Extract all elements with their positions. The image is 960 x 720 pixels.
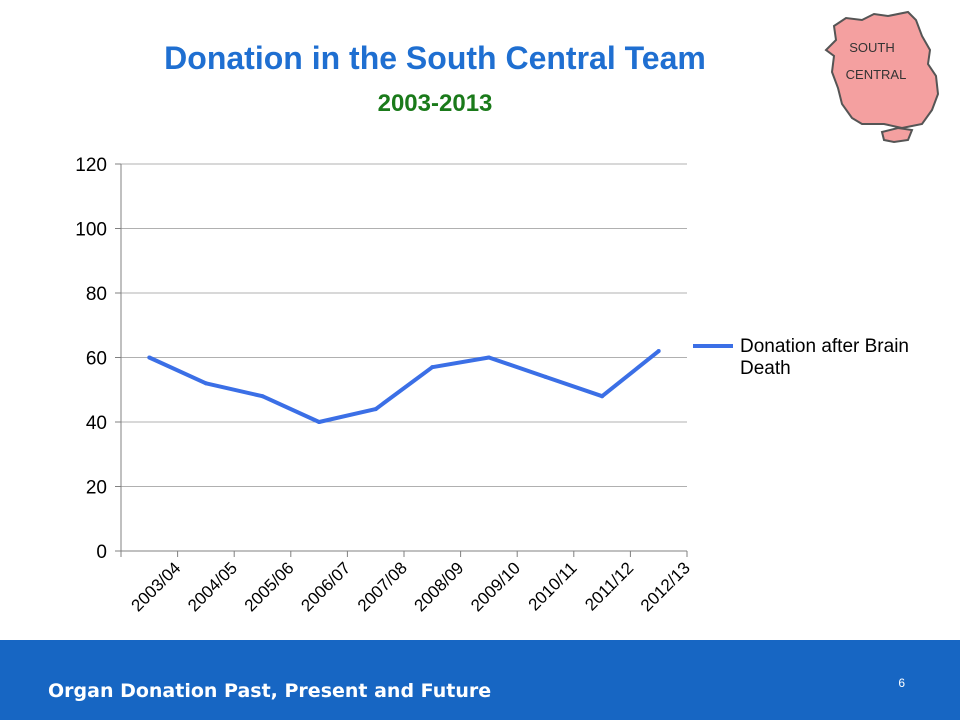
x-tick-label: 2004/05 — [184, 558, 241, 615]
slide-subtitle: 2003-2013 — [377, 90, 493, 117]
series-line — [148, 349, 660, 424]
data-point — [430, 365, 435, 370]
x-tick-label: 2012/13 — [637, 558, 694, 615]
x-tick-label: 2008/09 — [411, 558, 468, 615]
data-point — [147, 355, 152, 360]
x-tick-label: 2003/04 — [128, 558, 185, 615]
y-tick-label: 20 — [86, 478, 107, 499]
y-tick-label: 60 — [86, 349, 107, 370]
region-label-line1: SOUTH — [849, 40, 895, 55]
page-number: 6 — [898, 676, 905, 690]
x-tick-label: 2011/12 — [581, 558, 637, 614]
data-point — [486, 355, 491, 360]
y-tick-label: 120 — [75, 155, 107, 176]
x-tick-label: 2005/06 — [241, 558, 298, 615]
y-tick-label: 0 — [96, 542, 107, 563]
line-chart: 0 20 40 60 80 100 120 2003/04 2004/05 2005/06 2006… — [75, 155, 909, 615]
legend-label: Donation after Brain — [740, 336, 909, 357]
data-point — [203, 381, 208, 386]
data-point — [543, 374, 548, 379]
x-tick-label: 2006/07 — [297, 558, 354, 615]
data-point — [656, 349, 661, 354]
y-tick-label: 80 — [86, 284, 107, 305]
y-tick-label: 100 — [75, 220, 107, 241]
data-point — [317, 420, 322, 424]
legend-label: Death — [740, 358, 791, 379]
footer-bar: Organ Donation Past, Present and Future … — [0, 640, 960, 720]
data-point — [373, 407, 378, 412]
south-central-region-map: SOUTH CENTRAL — [824, 10, 940, 144]
region-island-shape — [880, 126, 914, 144]
x-tick-label: 2009/10 — [467, 558, 524, 615]
region-label-line2: CENTRAL — [846, 67, 907, 82]
x-tick-label: 2010/11 — [525, 558, 581, 614]
region-mainland-shape — [824, 10, 940, 130]
data-point — [260, 394, 265, 399]
y-tick-label: 40 — [86, 413, 107, 434]
data-point — [600, 394, 605, 399]
x-tick-label: 2007/08 — [354, 558, 411, 615]
footer-title: Organ Donation Past, Present and Future — [48, 680, 492, 702]
slide-title: Donation in the South Central Team — [164, 40, 706, 76]
